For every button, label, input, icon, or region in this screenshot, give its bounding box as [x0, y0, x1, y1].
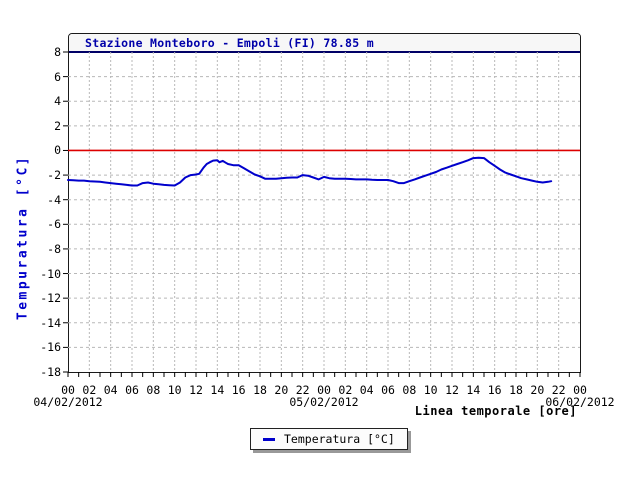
y-tick-label: -10	[40, 266, 61, 281]
y-tick-label: 8	[54, 45, 61, 59]
y-tick-label: 4	[54, 94, 61, 109]
y-tick-label: 2	[54, 118, 61, 133]
y-tick-label: -2	[47, 168, 61, 183]
x-date-label: 04/02/2012	[33, 395, 103, 409]
y-tick-label: -18	[40, 365, 61, 379]
y-tick-label: -6	[47, 217, 61, 232]
x-tick-label: 04	[103, 383, 118, 397]
y-tick-label: -16	[40, 340, 61, 355]
x-tick-label: 22	[295, 383, 310, 397]
x-tick-label: 06	[381, 383, 395, 397]
x-tick-label: 02	[338, 383, 353, 397]
x-tick-label: 00	[573, 383, 587, 397]
x-tick-label: 18	[253, 383, 267, 397]
temperature-series-line-icon	[263, 437, 275, 441]
x-tick-label: 06	[125, 383, 139, 397]
x-tick-label: 10	[423, 383, 438, 397]
x-tick-label: 08	[402, 383, 417, 397]
x-tick-label: 12	[445, 383, 459, 397]
x-tick-label: 10	[167, 383, 182, 397]
x-tick-label: 04	[359, 383, 374, 397]
chart-frame: Stazione Monteboro - Empoli (FI) 78.85 m	[68, 33, 581, 373]
y-tick-label: -14	[40, 315, 61, 330]
x-date-label: 05/02/2012	[289, 395, 359, 409]
x-tick-label: 08	[146, 383, 161, 397]
y-tick-label: -8	[47, 241, 61, 256]
x-date-label: 06/02/2012	[545, 395, 615, 409]
y-tick-label: -12	[40, 291, 61, 306]
x-tick-label: 02	[82, 383, 97, 397]
y-tick-label: 0	[54, 143, 61, 158]
y-tick-label: -4	[47, 192, 61, 207]
y-tick-label: 6	[54, 69, 61, 84]
x-axis-title: Linea temporale [ore]	[414, 404, 577, 418]
x-tick-label: 12	[189, 383, 203, 397]
x-tick-label: 22	[551, 383, 566, 397]
chart-title: Stazione Monteboro - Empoli (FI) 78.85 m	[85, 36, 374, 50]
legend-label: Temperatura [°C]	[284, 432, 395, 446]
x-tick-label: 18	[509, 383, 523, 397]
x-tick-label: 14	[466, 383, 481, 397]
chart-title-bar: Stazione Monteboro - Empoli (FI) 78.85 m	[69, 34, 580, 53]
x-tick-label: 00	[317, 383, 331, 397]
x-tick-label: 16	[487, 383, 502, 397]
x-tick-label: 14	[210, 383, 225, 397]
legend-box: Temperatura [°C]	[250, 428, 408, 450]
x-tick-label: 20	[530, 383, 545, 397]
x-tick-label: 16	[231, 383, 246, 397]
x-tick-label: 20	[274, 383, 289, 397]
x-tick-label: 00	[61, 383, 75, 397]
